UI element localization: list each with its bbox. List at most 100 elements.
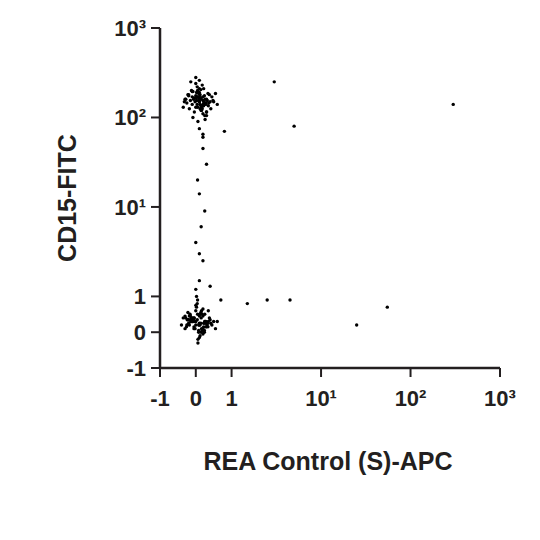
point xyxy=(191,90,194,93)
point xyxy=(187,94,190,97)
point xyxy=(198,252,201,255)
point xyxy=(198,322,201,325)
point xyxy=(209,322,212,325)
x-tick-label: 10¹ xyxy=(305,386,337,411)
point xyxy=(196,178,199,181)
y-tick-label: 10² xyxy=(114,105,146,130)
point xyxy=(191,320,194,323)
point xyxy=(193,327,196,330)
point xyxy=(194,304,197,307)
point xyxy=(203,118,206,121)
point xyxy=(196,120,199,123)
x-tick xyxy=(159,368,161,377)
point xyxy=(201,107,204,110)
point xyxy=(203,329,206,332)
point xyxy=(198,127,201,130)
point xyxy=(194,241,197,244)
point xyxy=(196,318,199,321)
point xyxy=(212,320,215,323)
x-tick-label: 0 xyxy=(190,386,202,411)
point xyxy=(196,103,199,106)
point xyxy=(205,110,208,113)
point xyxy=(198,279,201,282)
point xyxy=(203,322,206,325)
point xyxy=(209,107,212,110)
point xyxy=(186,318,189,321)
point xyxy=(191,95,194,98)
y-tick xyxy=(151,367,160,369)
point xyxy=(198,79,201,82)
point xyxy=(198,336,201,339)
point xyxy=(288,298,291,301)
point xyxy=(214,327,217,330)
point xyxy=(196,298,199,301)
point xyxy=(211,99,214,102)
point xyxy=(201,83,204,86)
point xyxy=(203,209,206,212)
point xyxy=(205,110,208,113)
x-tick xyxy=(320,368,322,377)
x-tick xyxy=(231,368,233,377)
point xyxy=(198,192,201,195)
point xyxy=(223,130,226,133)
point xyxy=(196,341,199,344)
point xyxy=(199,98,202,101)
point xyxy=(189,80,192,83)
point xyxy=(188,107,191,110)
y-tick-label: 0 xyxy=(134,320,146,345)
point xyxy=(206,92,209,95)
x-axis-title: REA Control (S)-APC xyxy=(203,447,452,475)
point xyxy=(195,295,198,298)
point xyxy=(219,298,222,301)
point xyxy=(182,106,185,109)
point xyxy=(452,103,455,106)
point xyxy=(194,82,197,85)
point xyxy=(198,313,201,316)
x-tick-label: -1 xyxy=(150,386,170,411)
y-axis-title: CD15-FITC xyxy=(53,134,81,262)
points xyxy=(180,76,455,345)
x-tick-label: 1 xyxy=(225,386,237,411)
point xyxy=(186,318,189,321)
point xyxy=(196,106,199,109)
x-tick xyxy=(410,368,412,377)
point xyxy=(206,325,209,328)
point xyxy=(202,325,205,328)
y-tick xyxy=(151,206,160,208)
point xyxy=(194,288,197,291)
point xyxy=(189,99,192,102)
point xyxy=(201,136,204,139)
y-tick xyxy=(151,27,160,29)
x-axis-line xyxy=(160,367,500,370)
chart-svg: -10110¹10²10³-10110¹10²10³REA Control (S… xyxy=(0,0,540,540)
point xyxy=(208,285,211,288)
point xyxy=(194,323,197,326)
point xyxy=(201,133,204,136)
point xyxy=(199,225,202,228)
point xyxy=(194,309,197,312)
y-tick-label: 10³ xyxy=(114,16,146,41)
point xyxy=(188,313,191,316)
point xyxy=(214,92,217,95)
point xyxy=(205,163,208,166)
point xyxy=(208,316,211,319)
point xyxy=(265,298,268,301)
point xyxy=(201,332,204,335)
point xyxy=(191,320,194,323)
point xyxy=(196,95,199,98)
y-tick xyxy=(151,295,160,297)
y-axis-line xyxy=(159,28,162,368)
point xyxy=(194,76,197,79)
point xyxy=(198,87,201,90)
point xyxy=(192,316,195,319)
point xyxy=(273,80,276,83)
point xyxy=(193,316,196,319)
point xyxy=(200,309,203,312)
y-tick xyxy=(151,116,160,118)
point xyxy=(188,323,191,326)
point xyxy=(183,100,186,103)
point xyxy=(203,94,206,97)
y-tick-label: 10¹ xyxy=(114,195,146,220)
point xyxy=(205,114,208,117)
point xyxy=(386,305,389,308)
